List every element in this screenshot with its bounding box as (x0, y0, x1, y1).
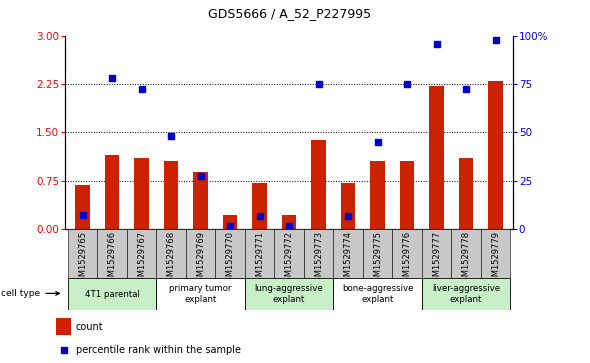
Text: GSM1529772: GSM1529772 (284, 231, 294, 287)
Text: GSM1529766: GSM1529766 (107, 231, 117, 287)
Text: GSM1529769: GSM1529769 (196, 231, 205, 287)
Bar (245, 229, 274, 278)
Bar (134, 158, 149, 229)
Text: GDS5666 / A_52_P227995: GDS5666 / A_52_P227995 (208, 7, 371, 20)
Text: GSM1529768: GSM1529768 (166, 231, 176, 287)
Text: cell type: cell type (1, 289, 60, 298)
Bar (422, 229, 451, 278)
Bar (422, 278, 510, 310)
Bar (105, 155, 119, 229)
Bar (252, 183, 267, 229)
Text: 4T1 parental: 4T1 parental (84, 290, 140, 298)
Text: primary tumor
explant: primary tumor explant (169, 284, 232, 304)
Text: GSM1529773: GSM1529773 (314, 231, 323, 287)
Text: GSM1529774: GSM1529774 (343, 231, 353, 287)
Bar (363, 229, 392, 278)
Bar (245, 278, 333, 310)
Text: count: count (76, 322, 103, 332)
Text: GSM1529767: GSM1529767 (137, 231, 146, 287)
Bar (340, 183, 355, 229)
Bar (127, 229, 156, 278)
Text: GSM1529765: GSM1529765 (78, 231, 87, 287)
Bar (392, 229, 422, 278)
Text: GSM1529770: GSM1529770 (225, 231, 235, 287)
Bar (57, 318, 71, 335)
Text: GSM1529775: GSM1529775 (373, 231, 382, 287)
Text: percentile rank within the sample: percentile rank within the sample (76, 345, 241, 355)
Bar (97, 229, 127, 278)
Bar (76, 185, 90, 229)
Bar (304, 229, 333, 278)
Bar (68, 229, 97, 278)
Bar (215, 229, 245, 278)
Bar (274, 229, 304, 278)
Bar (451, 229, 481, 278)
Bar (281, 215, 296, 229)
Text: bone-aggressive
explant: bone-aggressive explant (342, 284, 414, 304)
Bar (312, 140, 326, 229)
Bar (488, 81, 503, 229)
Text: liver-aggressive
explant: liver-aggressive explant (432, 284, 500, 304)
Bar (68, 278, 156, 310)
Bar (333, 229, 363, 278)
Bar (429, 86, 444, 229)
Bar (193, 172, 208, 229)
Text: GSM1529777: GSM1529777 (432, 231, 441, 287)
Bar (222, 215, 237, 229)
Bar (156, 229, 186, 278)
Bar (333, 278, 422, 310)
Bar (156, 278, 245, 310)
Text: GSM1529779: GSM1529779 (491, 231, 500, 287)
Text: GSM1529776: GSM1529776 (402, 231, 412, 287)
Bar (163, 161, 178, 229)
Text: GSM1529778: GSM1529778 (461, 231, 471, 287)
Bar (481, 229, 510, 278)
Bar (459, 158, 473, 229)
Bar (371, 161, 385, 229)
Bar (186, 229, 215, 278)
Bar (399, 161, 414, 229)
Text: GSM1529771: GSM1529771 (255, 231, 264, 287)
Text: lung-aggressive
explant: lung-aggressive explant (255, 284, 323, 304)
